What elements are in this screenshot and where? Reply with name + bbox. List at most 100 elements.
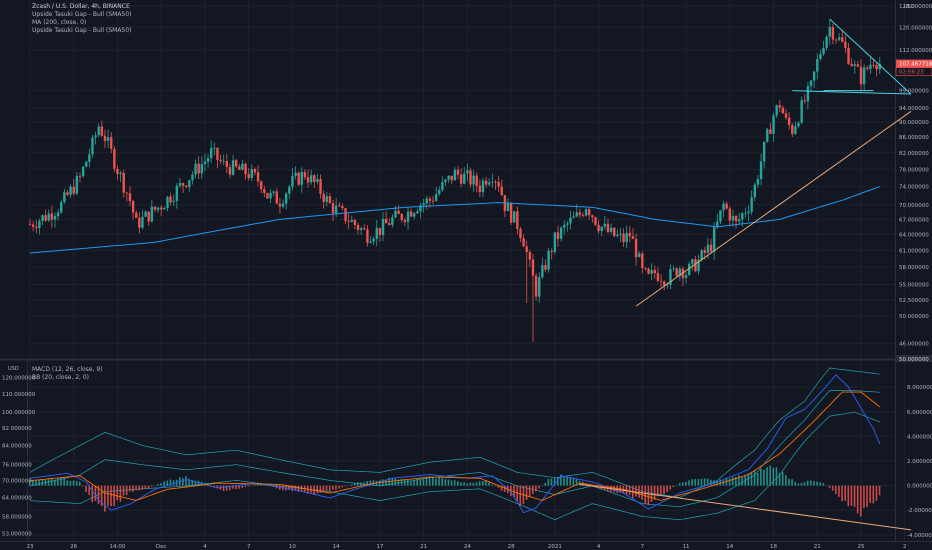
histogram-bar [797, 483, 800, 486]
candle-body [494, 181, 497, 183]
bb-legend[interactable]: BB (20, close, 2, 0) [32, 374, 89, 381]
candle [662, 279, 666, 291]
candle [381, 211, 385, 242]
candle [563, 220, 566, 235]
candle [638, 251, 641, 258]
time-axis-label: 14 [333, 544, 340, 550]
candle-body [750, 197, 753, 212]
candle-body [653, 269, 657, 274]
histogram-bar [125, 485, 128, 495]
candle [819, 49, 822, 61]
candle-body [166, 196, 169, 208]
histogram-bar [444, 479, 447, 486]
histogram-bar [66, 480, 69, 486]
candle [128, 186, 132, 206]
candle [625, 225, 628, 249]
price-axis-label: 78.000000 [899, 167, 929, 173]
candle-body [544, 265, 547, 270]
histogram-bar [82, 485, 84, 487]
histogram-bar [706, 478, 709, 486]
histogram-bar [556, 477, 559, 486]
candle [859, 59, 863, 92]
candle [481, 177, 485, 198]
price-axis-label: 112.000000 [899, 48, 932, 54]
candle-body [341, 206, 344, 209]
candle [509, 202, 513, 225]
candle-body [75, 175, 79, 194]
time-axis-label: 14 [726, 544, 733, 550]
candle-body [200, 164, 204, 174]
candle [328, 193, 332, 204]
histogram-bar [703, 478, 706, 486]
histogram-bar [463, 482, 465, 486]
candle-body [369, 241, 372, 243]
histogram-bar [128, 485, 131, 492]
candle [119, 170, 122, 182]
candle-body [69, 186, 72, 195]
symbol-title[interactable]: Zcash / U.S. Dollar, 4h, BINANCE [32, 3, 130, 10]
candle-body [44, 215, 47, 221]
study-legend-3[interactable]: Upside Tasuki Gap - Bull (SMA50) [32, 27, 132, 34]
histogram-bar [806, 480, 809, 486]
candle-body [469, 170, 472, 185]
candle-body [816, 59, 819, 72]
histogram-bar [400, 478, 403, 486]
histogram-bar [878, 485, 881, 496]
candle [391, 214, 394, 228]
histogram-bar [29, 480, 31, 486]
candle [169, 192, 172, 206]
candle-body [56, 212, 60, 217]
candle [363, 224, 366, 231]
histogram-bar [716, 480, 718, 486]
candle-body [800, 100, 803, 123]
candle [216, 147, 219, 168]
candle-body [528, 251, 532, 260]
candle-body [772, 115, 775, 134]
candle-body [319, 179, 322, 194]
macd-legend[interactable]: MACD (12, 26, close, 9) [32, 366, 103, 373]
candle-body [675, 268, 678, 277]
candle-body [322, 193, 325, 202]
candle [525, 240, 528, 303]
candle-body [88, 154, 91, 162]
candle [197, 156, 200, 179]
study-legend-2[interactable]: MA (200, close, 0) [32, 19, 87, 26]
candle [772, 112, 775, 142]
candle [325, 191, 328, 207]
candle-body [500, 186, 503, 196]
candle-body [837, 37, 841, 40]
candle [341, 203, 344, 211]
candle [41, 214, 44, 225]
candle [841, 29, 844, 43]
histogram-bar [213, 485, 215, 487]
time-axis-label: 25 [858, 544, 865, 550]
histogram-bar [719, 479, 722, 486]
candle-body [338, 205, 341, 207]
histogram-bar [397, 479, 400, 486]
histogram-bar [257, 483, 259, 486]
candle-body [35, 226, 38, 229]
candle-body [709, 244, 713, 252]
candle-body [481, 180, 485, 193]
histogram-bar [685, 481, 687, 486]
candle [850, 58, 853, 67]
candle [538, 272, 541, 304]
candle-body [531, 259, 535, 276]
lower-pane-legend: MACD (12, 26, close, 9) BB (20, close, 2… [32, 366, 103, 382]
candle-body [213, 147, 216, 149]
candle-body [372, 238, 375, 242]
histogram-bar [100, 485, 103, 507]
candle [737, 212, 741, 225]
time-axis-label: 14:00 [110, 544, 126, 550]
candle-body [431, 200, 435, 202]
macd-line [29, 374, 881, 514]
histogram-bar [157, 484, 159, 486]
candle [472, 169, 475, 192]
study-legend-1[interactable]: Upside Tasuki Gap - Bull (SMA50) [32, 11, 132, 18]
candle-body [397, 210, 400, 214]
histogram-bar [778, 472, 781, 486]
candle [188, 179, 191, 192]
candle [759, 153, 763, 186]
candle [75, 172, 79, 196]
